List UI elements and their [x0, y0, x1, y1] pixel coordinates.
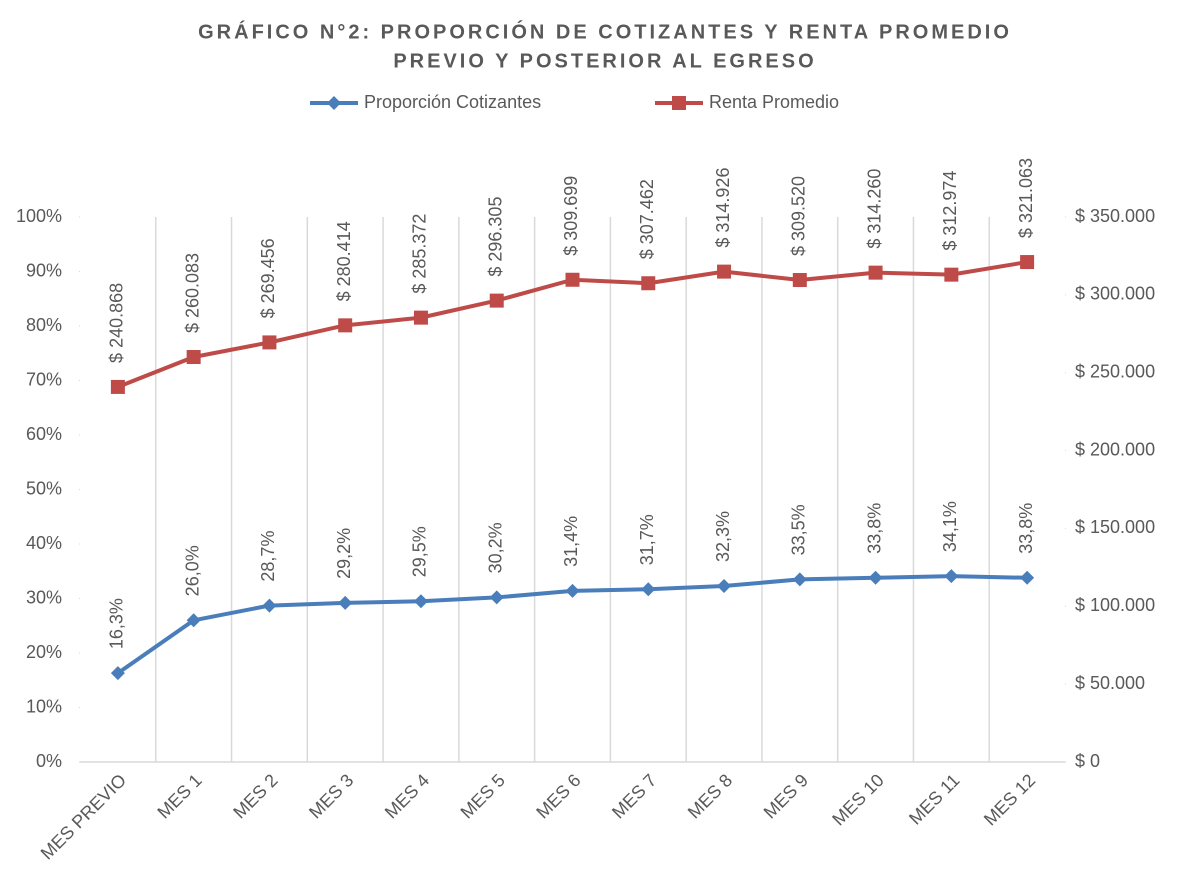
- y-tick-label: 50%: [26, 478, 62, 498]
- point: [413, 310, 428, 325]
- point: [868, 265, 883, 280]
- point: [641, 276, 656, 291]
- data-label: $ 240.868: [107, 283, 127, 363]
- data-label: 16,3%: [107, 598, 127, 649]
- data-label: 33,8%: [864, 503, 884, 554]
- y-tick-label: 90%: [26, 260, 62, 280]
- y2-tick-label: $ 200.000: [1075, 439, 1155, 459]
- point: [338, 595, 353, 610]
- y-tick-label: 80%: [26, 315, 62, 335]
- y-tick-label: 10%: [26, 696, 62, 716]
- point: [792, 572, 807, 587]
- data-label: $ 307.462: [637, 179, 657, 259]
- x-tick-label: MES 10: [828, 770, 887, 829]
- point: [110, 666, 125, 681]
- chart-title: PREVIO Y POSTERIOR AL EGRESO: [393, 50, 816, 72]
- x-tick-label: MES 9: [760, 770, 812, 822]
- point: [1020, 255, 1035, 270]
- legend-label: Renta Promedio: [709, 92, 839, 112]
- data-label: $ 314.926: [713, 168, 733, 248]
- legend-label: Proporción Cotizantes: [364, 92, 541, 112]
- data-label: 31,7%: [637, 514, 657, 565]
- data-label: $ 309.699: [561, 176, 581, 256]
- point: [672, 96, 686, 110]
- point: [186, 613, 201, 628]
- data-label: 30,2%: [485, 522, 505, 573]
- data-label: 33,5%: [789, 504, 809, 555]
- x-tick-label: MES 6: [532, 770, 584, 822]
- x-tick-label: MES 4: [381, 770, 433, 822]
- point: [717, 578, 732, 593]
- x-tick-label: MES 8: [684, 770, 736, 822]
- point: [327, 96, 341, 110]
- data-label: 28,7%: [258, 531, 278, 582]
- y-tick-label: 60%: [26, 424, 62, 444]
- y-tick-label: 70%: [26, 369, 62, 389]
- point: [565, 272, 580, 287]
- x-tick-label: MES PREVIO: [37, 770, 130, 863]
- y2-tick-label: $ 350.000: [1075, 206, 1155, 226]
- point: [338, 318, 353, 333]
- point: [413, 594, 428, 609]
- point: [262, 335, 277, 350]
- point: [489, 293, 504, 308]
- point: [110, 379, 125, 394]
- data-label: $ 285.372: [410, 214, 430, 294]
- data-label: 33,8%: [1016, 503, 1036, 554]
- point: [717, 264, 732, 279]
- point: [944, 267, 959, 282]
- data-label: $ 280.414: [334, 221, 354, 301]
- point: [1020, 570, 1035, 585]
- point: [186, 350, 201, 365]
- y2-tick-label: $ 150.000: [1075, 517, 1155, 537]
- y2-tick-label: $ 50.000: [1075, 673, 1145, 693]
- data-label: 32,3%: [713, 511, 733, 562]
- point: [868, 570, 883, 585]
- point: [262, 598, 277, 613]
- point: [565, 583, 580, 598]
- point: [641, 582, 656, 597]
- data-label: 31,4%: [561, 516, 581, 567]
- x-tick-label: MES 12: [980, 770, 1039, 829]
- y-tick-label: 40%: [26, 533, 62, 553]
- data-label: 26,0%: [182, 545, 202, 596]
- data-label: 29,5%: [410, 526, 430, 577]
- point: [944, 569, 959, 584]
- x-tick-label: MES 11: [905, 770, 963, 828]
- data-label: $ 321.063: [1016, 158, 1036, 238]
- y2-tick-label: $ 0: [1075, 751, 1100, 771]
- data-label: $ 296.305: [485, 197, 505, 277]
- y-tick-label: 100%: [16, 206, 62, 226]
- chart-title: GRÁFICO N°2: PROPORCIÓN DE COTIZANTES Y …: [198, 19, 1012, 43]
- point: [489, 590, 504, 605]
- point: [792, 273, 807, 288]
- y2-tick-label: $ 300.000: [1075, 284, 1155, 304]
- x-tick-label: MES 1: [153, 770, 205, 822]
- y2-tick-label: $ 250.000: [1075, 361, 1155, 381]
- x-tick-label: MES 7: [608, 770, 660, 822]
- y-tick-label: 0%: [36, 751, 62, 771]
- y-tick-label: 20%: [26, 642, 62, 662]
- y-tick-label: 30%: [26, 587, 62, 607]
- data-label: $ 260.083: [182, 253, 202, 333]
- x-tick-label: MES 2: [229, 770, 281, 822]
- data-label: $ 309.520: [789, 176, 809, 256]
- data-label: 29,2%: [334, 528, 354, 579]
- data-label: $ 312.974: [940, 171, 960, 251]
- data-label: $ 314.260: [864, 169, 884, 249]
- x-tick-label: MES 3: [305, 770, 357, 822]
- data-label: $ 269.456: [258, 238, 278, 318]
- x-tick-label: MES 5: [457, 770, 509, 822]
- y2-tick-label: $ 100.000: [1075, 595, 1155, 615]
- data-label: 34,1%: [940, 501, 960, 552]
